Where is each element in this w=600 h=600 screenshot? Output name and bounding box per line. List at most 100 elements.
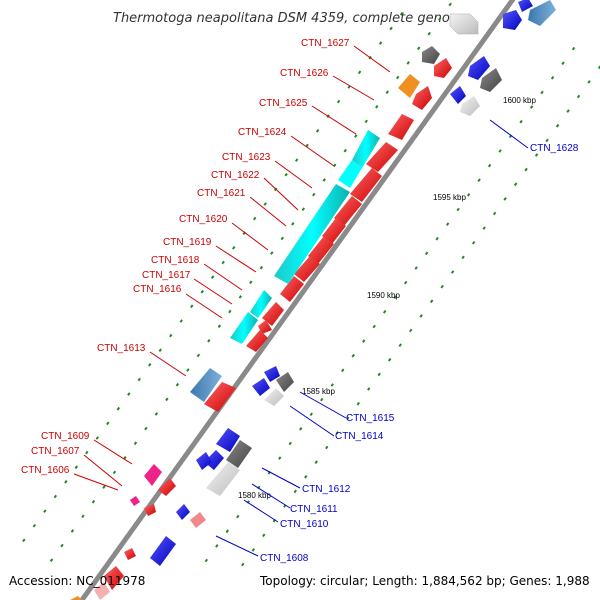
gene-feature[interactable]: [204, 450, 224, 470]
gene-feature[interactable]: [468, 56, 490, 80]
gene-label[interactable]: CTN_1619: [163, 237, 212, 248]
gene-label[interactable]: CTN_1608: [260, 553, 309, 564]
gene-feature[interactable]: [206, 462, 240, 496]
gene-feature[interactable]: [280, 276, 304, 302]
gene-feature[interactable]: [196, 452, 212, 470]
gene-feature[interactable]: [274, 184, 350, 284]
scale-tick: [445, 222, 450, 226]
gene-feature[interactable]: [449, 13, 479, 35]
gene-feature[interactable]: [528, 0, 556, 26]
gene-feature[interactable]: [158, 478, 176, 496]
scale-tick: [466, 193, 471, 197]
gene-feature[interactable]: [144, 504, 156, 516]
scale-tick: [284, 172, 288, 177]
gene-feature[interactable]: [204, 382, 236, 412]
scale-tick: [492, 211, 497, 216]
gene-feature[interactable]: [70, 596, 82, 600]
scale-tick: [403, 280, 408, 285]
gene-label[interactable]: CTN_1607: [31, 446, 80, 457]
scale-tick: [278, 456, 282, 460]
gene-label[interactable]: CTN_1622: [211, 170, 260, 181]
gene-feature[interactable]: [322, 218, 346, 244]
gene-label[interactable]: CTN_1626: [280, 68, 329, 79]
scale-tick: [64, 480, 68, 484]
scale-tick: [196, 353, 201, 358]
gene-feature[interactable]: [412, 86, 432, 110]
scale-tick: [165, 397, 169, 402]
gene-feature[interactable]: [264, 388, 284, 406]
scale-tick: [262, 533, 266, 538]
scale-tick: [545, 138, 549, 143]
right-gene-labels: CTN_1628 CTN_1615 CTN_1614 CTN_1612 CTN_…: [260, 143, 579, 564]
scale-tick: [361, 339, 366, 343]
gene-feature[interactable]: [338, 160, 362, 188]
gene-feature[interactable]: [350, 168, 382, 202]
gene-label[interactable]: CTN_1621: [197, 188, 246, 199]
gene-label[interactable]: CTN_1612: [302, 484, 351, 495]
gene-feature[interactable]: [480, 68, 502, 92]
gene-label[interactable]: CTN_1609: [41, 431, 90, 442]
gene-feature[interactable]: [503, 10, 522, 30]
gene-feature[interactable]: [334, 196, 362, 226]
gene-feature[interactable]: [258, 320, 272, 334]
gene-feature[interactable]: [130, 496, 140, 506]
gene-feature[interactable]: [104, 566, 124, 590]
gene-feature[interactable]: [150, 536, 176, 566]
gene-label[interactable]: CTN_1624: [238, 127, 287, 138]
gene-feature[interactable]: [216, 428, 240, 452]
gene-label[interactable]: CTN_1625: [259, 98, 308, 109]
gene-label[interactable]: CTN_1611: [290, 504, 338, 515]
gene-feature[interactable]: [398, 74, 420, 98]
scale-tick: [461, 255, 465, 260]
gene-feature[interactable]: [352, 130, 380, 168]
gene-feature[interactable]: [94, 582, 110, 600]
gene-label[interactable]: CTN_1613: [97, 343, 146, 354]
gene-label[interactable]: CTN_1618: [151, 255, 200, 266]
gene-label[interactable]: CTN_1617: [142, 270, 191, 281]
gene-feature[interactable]: [460, 96, 480, 116]
gene-label[interactable]: CTN_1610: [280, 519, 329, 530]
gene-feature[interactable]: [230, 312, 258, 344]
gene-feature[interactable]: [308, 236, 334, 264]
gene-feature[interactable]: [144, 464, 162, 486]
scale-tick: [249, 280, 253, 285]
gene-feature[interactable]: [124, 548, 136, 560]
scale-tick: [487, 163, 492, 168]
gene-feature[interactable]: [226, 440, 252, 468]
gene-feature[interactable]: [250, 290, 272, 318]
gene-label[interactable]: CTN_1620: [179, 214, 228, 225]
gene-feature[interactable]: [264, 366, 280, 382]
scale-tick: [200, 289, 204, 294]
gene-feature[interactable]: [190, 512, 206, 528]
gene-label[interactable]: CTN_1627: [301, 38, 350, 49]
gene-feature[interactable]: [366, 142, 398, 172]
gene-feature[interactable]: [518, 0, 533, 12]
scale-tick: [335, 431, 339, 435]
gene-feature[interactable]: [294, 256, 320, 282]
gene-feature[interactable]: [190, 368, 222, 402]
gene-feature[interactable]: [434, 58, 452, 78]
scale-tick: [294, 158, 299, 162]
gene-label[interactable]: CTN_1623: [222, 152, 271, 163]
gene-label[interactable]: CTN_1615: [346, 413, 395, 424]
scale-tick: [519, 119, 523, 124]
scale-tick: [414, 266, 418, 270]
gene-feature[interactable]: [388, 114, 414, 140]
gene-feature[interactable]: [450, 86, 466, 104]
gene-label[interactable]: CTN_1606: [21, 465, 70, 476]
gene-feature[interactable]: [246, 330, 268, 352]
scale-tick: [364, 119, 368, 124]
scale-tick: [471, 240, 476, 245]
gene-feature[interactable]: [252, 378, 270, 396]
gene-label[interactable]: CTN_1616: [133, 284, 182, 295]
scale-tick: [32, 523, 37, 528]
gene-feature[interactable]: [276, 372, 294, 392]
gene-label[interactable]: CTN_1628: [530, 143, 579, 154]
scale-tick: [74, 465, 79, 470]
gene-label[interactable]: CTN_1614: [335, 431, 384, 442]
gene-feature[interactable]: [176, 504, 190, 520]
gene-feature[interactable]: [422, 46, 440, 64]
gene-feature[interactable]: [262, 302, 284, 326]
scale-tick: [179, 319, 183, 323]
